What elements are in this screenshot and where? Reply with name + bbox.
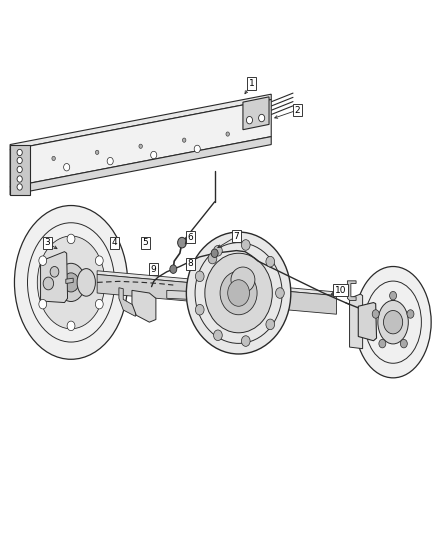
Ellipse shape — [355, 266, 431, 378]
Circle shape — [194, 145, 200, 152]
Circle shape — [17, 157, 22, 164]
Circle shape — [208, 253, 217, 264]
Polygon shape — [347, 281, 356, 301]
Text: 7: 7 — [233, 232, 239, 241]
Text: 10: 10 — [335, 286, 346, 295]
Ellipse shape — [220, 271, 257, 315]
Text: 5: 5 — [142, 238, 148, 247]
Circle shape — [178, 237, 186, 248]
Circle shape — [214, 330, 222, 341]
Text: 3: 3 — [44, 238, 50, 247]
Circle shape — [211, 249, 218, 257]
Circle shape — [258, 114, 265, 122]
Circle shape — [400, 340, 407, 348]
Polygon shape — [97, 271, 336, 296]
Circle shape — [170, 265, 177, 273]
Circle shape — [95, 256, 103, 265]
Ellipse shape — [231, 267, 255, 293]
Circle shape — [63, 273, 79, 292]
Circle shape — [17, 176, 22, 182]
Text: 1: 1 — [249, 79, 254, 88]
Circle shape — [50, 266, 59, 277]
Circle shape — [17, 184, 22, 190]
Circle shape — [247, 116, 253, 124]
Ellipse shape — [37, 236, 105, 329]
Circle shape — [95, 150, 99, 155]
Ellipse shape — [378, 301, 408, 344]
Polygon shape — [10, 144, 30, 195]
Circle shape — [43, 277, 53, 290]
Circle shape — [241, 240, 250, 251]
Text: 9: 9 — [151, 265, 157, 273]
Circle shape — [67, 321, 75, 330]
Circle shape — [17, 149, 22, 156]
Circle shape — [139, 144, 142, 148]
Polygon shape — [10, 100, 271, 187]
Circle shape — [384, 311, 403, 334]
Circle shape — [39, 300, 47, 309]
Ellipse shape — [14, 206, 127, 359]
Polygon shape — [350, 294, 363, 349]
Circle shape — [266, 256, 275, 267]
Text: 4: 4 — [112, 238, 117, 247]
Polygon shape — [132, 290, 156, 322]
Polygon shape — [30, 224, 62, 338]
Polygon shape — [119, 288, 135, 317]
Circle shape — [390, 292, 396, 300]
Polygon shape — [358, 303, 377, 341]
Circle shape — [214, 246, 222, 256]
Ellipse shape — [205, 253, 272, 333]
Circle shape — [276, 288, 284, 298]
Circle shape — [95, 300, 103, 309]
Circle shape — [372, 310, 379, 318]
Text: 6: 6 — [188, 233, 194, 242]
Circle shape — [52, 156, 55, 160]
Circle shape — [107, 157, 113, 165]
Circle shape — [67, 234, 75, 244]
Circle shape — [17, 166, 22, 173]
Polygon shape — [10, 136, 271, 195]
Circle shape — [195, 271, 204, 281]
Circle shape — [226, 132, 230, 136]
Circle shape — [379, 340, 386, 348]
Circle shape — [64, 164, 70, 171]
Polygon shape — [41, 252, 67, 303]
Ellipse shape — [186, 232, 291, 354]
Circle shape — [151, 151, 157, 159]
Polygon shape — [66, 278, 73, 284]
Circle shape — [183, 138, 186, 142]
Polygon shape — [167, 290, 201, 300]
Polygon shape — [97, 274, 336, 314]
Text: 8: 8 — [188, 260, 194, 268]
Polygon shape — [10, 94, 271, 150]
Ellipse shape — [57, 263, 85, 302]
Circle shape — [39, 256, 47, 265]
Polygon shape — [243, 97, 269, 130]
Circle shape — [195, 304, 204, 315]
Circle shape — [407, 310, 414, 318]
Circle shape — [228, 280, 250, 306]
Text: 2: 2 — [294, 106, 300, 115]
Ellipse shape — [77, 269, 95, 296]
Circle shape — [266, 319, 275, 330]
Circle shape — [241, 336, 250, 346]
